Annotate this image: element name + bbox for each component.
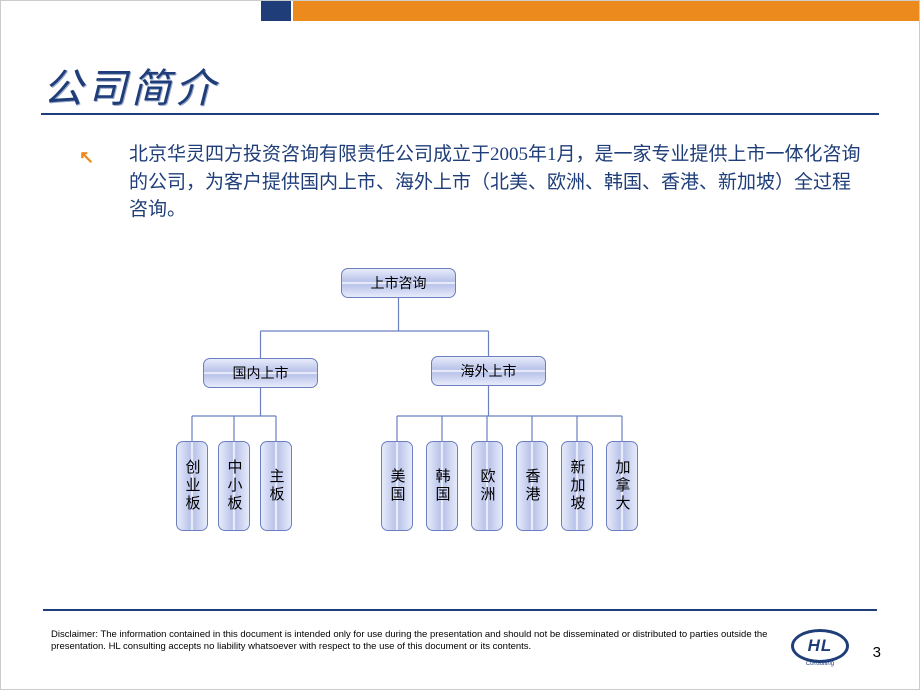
hl-logo-text: HL: [808, 636, 833, 656]
node-leaf-right-4: 新加坡: [561, 441, 593, 531]
hl-logo-subtext: Consulting: [791, 661, 849, 667]
node-leaf-left-0: 创业板: [176, 441, 208, 531]
disclaimer-text: Disclaimer: The information contained in…: [51, 629, 771, 653]
footer-divider: [43, 609, 877, 611]
intro-text: 北京华灵四方投资咨询有限责任公司成立于2005年1月，是一家专业提供上市一体化咨…: [129, 141, 869, 224]
node-leaf-left-2: 主板: [260, 441, 292, 531]
bullet-arrow-icon: ↖: [79, 147, 94, 168]
node-root: 上市咨询: [341, 268, 456, 298]
node-mid-1: 海外上市: [431, 356, 546, 386]
node-leaf-left-1: 中小板: [218, 441, 250, 531]
chart-connectors: [161, 261, 761, 581]
intro-bullet: ↖ 北京华灵四方投资咨询有限责任公司成立于2005年1月，是一家专业提供上市一体…: [79, 141, 869, 224]
title-underline: [41, 113, 879, 115]
top-bar-orange-block: [293, 1, 919, 21]
node-leaf-right-0: 美国: [381, 441, 413, 531]
hl-logo: HL Consulting: [791, 629, 849, 667]
org-chart: 上市咨询国内上市 海外上市创业板中小板主板美国韩国欧洲香港新加坡加拿大: [161, 261, 761, 581]
slide-title: 公司简介: [43, 56, 219, 114]
node-mid-0: 国内上市: [203, 358, 318, 388]
node-leaf-right-2: 欧洲: [471, 441, 503, 531]
node-leaf-right-1: 韩国: [426, 441, 458, 531]
node-leaf-right-3: 香港: [516, 441, 548, 531]
top-bar: [1, 1, 919, 21]
hl-logo-oval: HL: [791, 629, 849, 663]
page-number: 3: [873, 644, 881, 661]
node-leaf-right-5: 加拿大: [606, 441, 638, 531]
top-bar-navy-block: [261, 1, 291, 21]
slide: 公司简介 ↖ 北京华灵四方投资咨询有限责任公司成立于2005年1月，是一家专业提…: [0, 0, 920, 690]
